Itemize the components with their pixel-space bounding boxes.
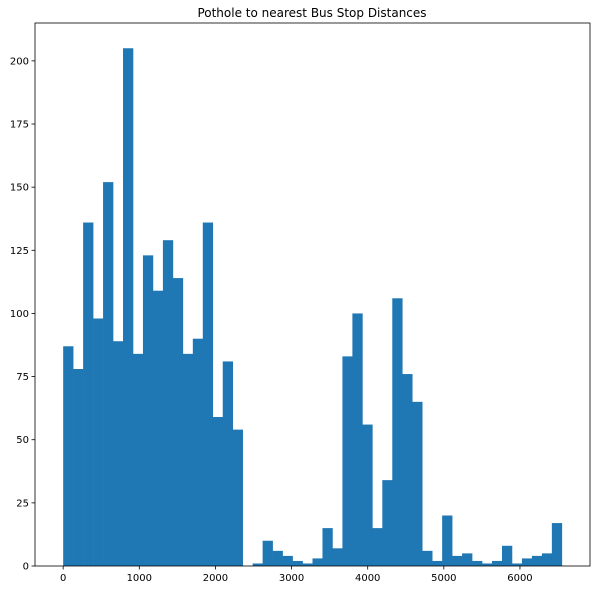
histogram-bar — [212, 416, 224, 566]
histogram-bar — [422, 550, 433, 566]
histogram-bar — [63, 346, 74, 566]
y-tick-label: 100 — [10, 309, 29, 320]
histogram-bar — [272, 550, 283, 566]
histogram-bar — [202, 222, 214, 566]
histogram-bar — [113, 341, 124, 566]
histogram-bar — [482, 563, 493, 566]
histogram-bar — [462, 553, 473, 566]
histogram-bar — [142, 255, 154, 566]
histogram-bar — [222, 361, 234, 566]
histogram-bar — [162, 240, 174, 566]
histogram-bar — [472, 560, 483, 566]
y-tick-label: 200 — [10, 56, 29, 67]
histogram-bar — [372, 528, 383, 566]
histogram-bar — [93, 318, 104, 566]
histogram-bar — [531, 555, 543, 566]
plot-frame — [34, 22, 591, 567]
histogram-bar — [252, 563, 263, 566]
histogram-bar — [302, 563, 313, 566]
x-tick-label: 5000 — [431, 573, 456, 584]
x-tick-label: 4000 — [355, 573, 380, 584]
histogram-bar — [192, 338, 204, 566]
histogram-bar — [402, 374, 413, 566]
x-axis-ticks: 0 1000 2000 3000 4000 5000 6000 — [60, 566, 533, 584]
histogram-bar — [501, 545, 513, 566]
histogram-bar — [73, 369, 84, 566]
histogram-bar — [511, 563, 523, 566]
histogram-bar — [362, 424, 373, 566]
y-axis-ticks: 0 25 50 75 100 125 150 175 200 — [10, 56, 35, 573]
histogram-bar — [332, 548, 343, 566]
histogram-bar — [83, 222, 94, 566]
histogram-bar — [432, 560, 443, 566]
histogram-bar — [412, 401, 423, 566]
y-tick-label: 50 — [16, 435, 29, 446]
histogram-bar — [551, 523, 563, 566]
histogram-bar — [182, 353, 194, 566]
histogram-bar — [312, 558, 323, 566]
x-tick-label: 3000 — [279, 573, 304, 584]
histogram-bar — [442, 515, 453, 566]
histogram-bar — [452, 555, 463, 566]
y-tick-label: 150 — [10, 183, 29, 194]
histogram-bar — [382, 480, 393, 566]
chart-title: Pothole to nearest Bus Stop Distances — [197, 6, 426, 20]
histogram-bar — [103, 182, 114, 566]
y-tick-label: 125 — [10, 246, 29, 257]
histogram-bar — [232, 429, 243, 566]
histogram-bar — [282, 555, 293, 566]
histogram-bar — [352, 313, 363, 566]
y-tick-label: 0 — [23, 562, 29, 573]
histogram-bar — [123, 48, 134, 567]
x-tick-label: 1000 — [127, 573, 152, 584]
bars-group — [63, 48, 563, 567]
x-tick-label: 0 — [60, 573, 66, 584]
histogram-bar — [541, 553, 553, 566]
histogram-bar — [492, 560, 503, 566]
histogram-bar — [342, 356, 353, 566]
y-tick-label: 25 — [16, 498, 29, 509]
histogram-bar — [392, 298, 403, 566]
histogram-bar — [132, 353, 144, 566]
x-tick-label: 2000 — [203, 573, 228, 584]
y-tick-label: 175 — [10, 120, 29, 131]
histogram-bar — [262, 540, 273, 566]
histogram-bar — [322, 528, 333, 566]
histogram-bar — [521, 558, 533, 566]
y-tick-label: 75 — [16, 372, 29, 383]
histogram-bar — [172, 278, 184, 566]
histogram-bar — [152, 290, 164, 566]
histogram-bar — [292, 560, 303, 566]
x-tick-label: 6000 — [507, 573, 532, 584]
